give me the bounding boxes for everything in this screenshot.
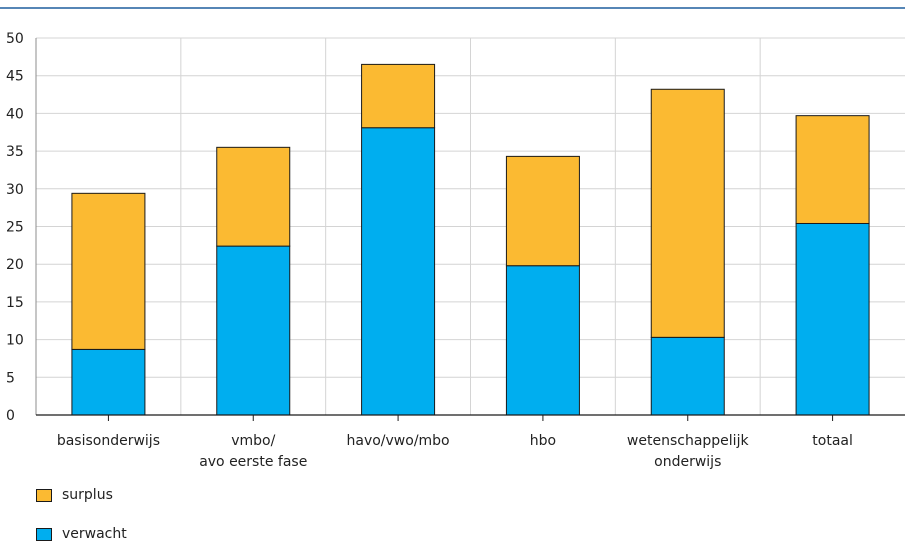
- legend-label-surplus: surplus: [62, 487, 113, 503]
- bar-surplus: [795, 115, 870, 224]
- bar-surplus: [361, 63, 436, 129]
- x-tick-label: vmbo/: [231, 433, 275, 449]
- x-tick-label: hbo: [530, 433, 556, 449]
- bar-surplus: [505, 155, 580, 267]
- bar-verwacht: [650, 336, 725, 416]
- y-tick-label: 15: [6, 295, 24, 311]
- bar-verwacht: [71, 348, 146, 416]
- x-tick-label: havo/vwo/mbo: [347, 433, 450, 449]
- x-tick-label: basisonderwijs: [57, 433, 160, 449]
- bar-surplus: [216, 146, 291, 247]
- bar-verwacht: [505, 265, 580, 416]
- legend-item-verwacht: verwacht: [36, 526, 127, 542]
- y-tick-label: 45: [6, 69, 24, 85]
- y-tick-label: 0: [6, 408, 15, 424]
- y-tick-label: 25: [6, 220, 24, 236]
- gridlines: [36, 37, 905, 415]
- bar-verwacht: [795, 222, 870, 416]
- x-tick-label: onderwijs: [654, 454, 721, 470]
- legend-swatch-verwacht: [36, 527, 52, 541]
- bar-surplus: [71, 192, 146, 350]
- y-tick-label: 50: [6, 31, 24, 47]
- bars: [71, 63, 870, 416]
- legend-item-surplus: surplus: [36, 487, 113, 503]
- legend-swatch-surplus: [36, 488, 52, 502]
- y-tick-label: 30: [6, 182, 24, 198]
- x-axis: basisonderwijs vmbo/avo eerste fase havo/v…: [36, 414, 905, 470]
- bar-surplus: [650, 88, 725, 338]
- y-tick-label: 40: [6, 106, 24, 122]
- x-tick-label: totaal: [812, 433, 853, 449]
- y-tick-label: 35: [6, 144, 24, 160]
- y-tick-label: 10: [6, 333, 24, 349]
- x-tick-label: wetenschappelijk: [627, 433, 750, 449]
- x-tick-label: avo eerste fase: [199, 454, 307, 470]
- bar-verwacht: [361, 127, 436, 416]
- bar-verwacht: [216, 245, 291, 416]
- y-tick-label: 20: [6, 257, 24, 273]
- legend-label-verwacht: verwacht: [62, 526, 127, 542]
- y-axis: 0 5 10 15 20 25 30 35 40 45 50: [6, 31, 37, 424]
- y-tick-label: 5: [6, 370, 15, 386]
